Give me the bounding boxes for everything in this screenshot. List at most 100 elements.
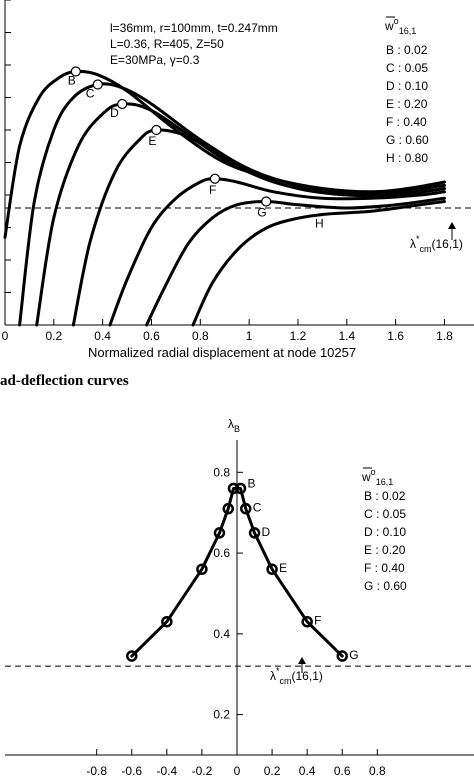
top-x-tick-label: 1.2 bbox=[290, 329, 307, 343]
bottom-point-label-F: F bbox=[314, 614, 321, 628]
bottom-point-marker bbox=[234, 482, 247, 495]
bottom-y-tick-label: 0.2 bbox=[213, 708, 230, 722]
top-x-ticks: 0 0.2 0.4 0.6 0.8 1 1.2 1.4 1.6 1.8 bbox=[2, 319, 453, 343]
top-legend-entry: B : 0.02 bbox=[386, 43, 428, 57]
bottom-legend-entry: B : 0.02 bbox=[364, 489, 406, 503]
bottom-point-marker bbox=[227, 482, 240, 495]
bottom-markers bbox=[126, 482, 348, 662]
bottom-point-marker bbox=[301, 615, 313, 628]
bottom-point-marker bbox=[266, 563, 278, 575]
top-curve-H bbox=[191, 200, 446, 327]
top-plot: 0 0.2 0.4 0.6 0.8 1 1.2 1.4 1.6 1.8 BC D E F G H l=36m… bbox=[2, 0, 474, 360]
bottom-reference-arrowhead bbox=[298, 657, 306, 664]
top-x-tick-label: 0 bbox=[2, 329, 9, 343]
top-x-tick-label: 0.2 bbox=[45, 329, 62, 343]
bottom-y-tick-label: 0.6 bbox=[213, 546, 230, 560]
top-x-tick-label: 1.8 bbox=[436, 329, 453, 343]
top-x-tick-label: 0.6 bbox=[143, 329, 160, 343]
top-reference-annotation: λ*cm(16,1) bbox=[410, 222, 463, 254]
top-curve-G bbox=[145, 196, 446, 327]
top-x-tick-label: 0.8 bbox=[192, 329, 209, 343]
bottom-point-label-B: B bbox=[248, 476, 256, 490]
top-curve-label-B: B bbox=[68, 74, 76, 88]
top-legend-entry: C : 0.05 bbox=[386, 61, 428, 75]
bottom-point-marker bbox=[240, 502, 252, 515]
top-curve-F bbox=[108, 177, 446, 327]
top-x-tick-label: 1 bbox=[246, 329, 253, 343]
top-peak-marker-D bbox=[117, 98, 128, 110]
bottom-x-tick-label: -0.4 bbox=[157, 764, 178, 778]
top-peak-marker-E bbox=[151, 124, 162, 136]
bottom-reference-label: λ*cm(16,1) bbox=[270, 666, 323, 686]
top-curve-C bbox=[18, 82, 446, 327]
bottom-x-ticks: -0.8 -0.6 -0.4 -0.2 0 0.2 0.4 0.6 0.8 bbox=[86, 749, 386, 778]
bottom-point-marker bbox=[336, 650, 348, 662]
top-curve-E bbox=[71, 128, 446, 327]
bottom-x-tick-label: 0.4 bbox=[299, 764, 316, 778]
top-legend-entry: H : 0.80 bbox=[386, 151, 428, 165]
top-y-ticks bbox=[5, 0, 11, 326]
top-peak-marker-G bbox=[261, 196, 272, 207]
bottom-x-tick-label: -0.2 bbox=[192, 764, 213, 778]
bottom-y-tick-label: 0.4 bbox=[213, 627, 230, 641]
bottom-point-marker bbox=[126, 650, 138, 662]
bottom-x-tick-label: 0.6 bbox=[334, 764, 351, 778]
top-param-line-2: L=0.36, R=405, Z=50 bbox=[110, 37, 224, 51]
bottom-legend-title: wo16,1 bbox=[361, 467, 393, 487]
top-legend-entry: G : 0.60 bbox=[386, 133, 429, 147]
top-curve-label-F: F bbox=[209, 183, 216, 197]
top-curve-label-G: G bbox=[257, 206, 266, 220]
top-reference-arrowhead bbox=[448, 222, 456, 229]
bottom-x-tick-label: -0.8 bbox=[86, 764, 107, 778]
top-curve-label-E: E bbox=[148, 134, 156, 148]
bottom-x-tick-label: 0.2 bbox=[264, 764, 281, 778]
bottom-point-label-C: C bbox=[253, 501, 262, 515]
top-x-tick-label: 1.6 bbox=[387, 329, 404, 343]
top-x-axis-label: Normalized radial displacement at node 1… bbox=[88, 345, 356, 360]
bottom-y-tick-label: 0.8 bbox=[213, 465, 230, 479]
bottom-legend-entry: G : 0.60 bbox=[364, 579, 407, 593]
top-x-tick-label: 0.4 bbox=[94, 329, 111, 343]
top-peak-marker-B bbox=[70, 66, 81, 77]
bottom-y-ticks: 0.2 0.4 0.6 0.8 bbox=[213, 465, 243, 722]
bottom-point-label-E: E bbox=[279, 561, 287, 575]
top-peak-marker-F bbox=[209, 173, 221, 184]
bottom-legend-entry: C : 0.05 bbox=[364, 507, 406, 521]
bottom-title: λB bbox=[228, 417, 240, 434]
top-peak-marker-C bbox=[92, 79, 103, 90]
top-legend-entry: F : 0.40 bbox=[386, 115, 427, 129]
top-legend: wo16,1 B : 0.02 C : 0.05 D : 0.10 E : 0.… bbox=[384, 16, 429, 165]
bottom-legend: wo16,1 B : 0.02 C : 0.05 D : 0.10 E : 0.… bbox=[361, 467, 407, 593]
bottom-legend-entry: D : 0.10 bbox=[364, 525, 406, 539]
top-param-line-3: E=30MPa, γ=0.3 bbox=[110, 53, 200, 67]
top-reference-label: λ*cm(16,1) bbox=[410, 234, 463, 254]
bottom-point-marker bbox=[161, 615, 173, 628]
bottom-point-marker bbox=[213, 527, 226, 539]
top-curve-labels: BC D E F G H bbox=[68, 74, 324, 231]
bottom-legend-entry: E : 0.20 bbox=[364, 543, 406, 557]
bottom-reference-annotation: λ*cm(16,1) bbox=[270, 657, 323, 686]
top-curve-label-H: H bbox=[315, 217, 324, 231]
top-curves bbox=[3, 69, 446, 327]
top-curve-label-C: C bbox=[86, 87, 95, 101]
top-markers bbox=[70, 66, 272, 207]
top-legend-entry: D : 0.10 bbox=[386, 79, 428, 93]
bottom-x-tick-label: -0.6 bbox=[121, 764, 142, 778]
top-legend-entry: E : 0.20 bbox=[386, 97, 428, 111]
bottom-plot: 0.20.40.60.8 -0.8 -0.6 -0.4 -0.2 0 0.2 0.4 0.6 0… bbox=[5, 417, 474, 778]
bottom-point-marker bbox=[196, 563, 208, 575]
top-curve-label-D: D bbox=[110, 106, 119, 120]
top-legend-title: wo16,1 bbox=[384, 16, 416, 36]
bottom-point-labels: BCD E F G bbox=[248, 476, 359, 662]
bottom-point-marker bbox=[222, 502, 234, 515]
bottom-x-tick-label: 0.8 bbox=[369, 764, 386, 778]
bottom-point-marker bbox=[248, 527, 261, 539]
figure-caption: ad-deflection curves bbox=[0, 373, 129, 389]
bottom-point-label-D: D bbox=[262, 525, 271, 539]
bottom-legend-entry: F : 0.40 bbox=[364, 561, 405, 575]
bottom-point-label-G: G bbox=[349, 648, 358, 662]
top-x-tick-label: 1.4 bbox=[338, 329, 355, 343]
top-param-line-1: l=36mm, r=100mm, t=0.247mm bbox=[110, 21, 278, 35]
bottom-x-tick-label: 0 bbox=[234, 764, 241, 778]
